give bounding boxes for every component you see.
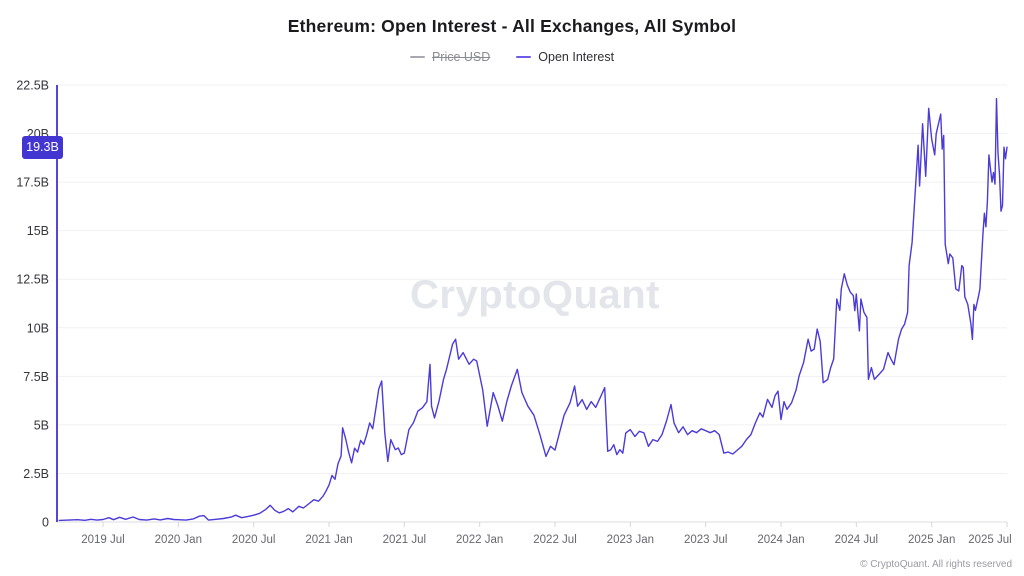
current-value-badge: 19.3B [22, 135, 63, 159]
x-tick-label: 2021 Jul [383, 534, 426, 546]
y-tick-label: 2.5B [23, 467, 49, 481]
x-tick-label: 2025 Jul [968, 534, 1011, 546]
legend-line-icon [409, 55, 425, 59]
x-tick-label: 2022 Jul [533, 534, 576, 546]
x-tick-label: 2025 Jan [908, 534, 955, 546]
legend-label: Open Interest [538, 50, 615, 64]
x-tick-label: 2019 Jul [81, 534, 124, 546]
x-tick-label: 2023 Jul [684, 534, 727, 546]
y-tick-label: 15B [27, 224, 49, 238]
y-tick-label: 0 [42, 516, 49, 530]
y-tick-label: 5B [34, 418, 49, 432]
legend-item-open-interest[interactable]: Open Interest [516, 50, 614, 64]
x-tick-label: 2020 Jul [232, 534, 275, 546]
x-tick-label: 2020 Jan [155, 534, 202, 546]
open-interest-line[interactable] [58, 97, 1008, 522]
y-tick-label: 10B [27, 321, 49, 335]
y-tick-label: 22.5B [16, 79, 49, 93]
y-tick-label: 7.5B [23, 370, 49, 384]
x-tick-label: 2024 Jan [757, 534, 804, 546]
chart-legend: Price USD Open Interest [0, 50, 1024, 64]
legend-line-icon [516, 55, 532, 59]
x-tick-label: 2022 Jan [456, 534, 503, 546]
legend-label: Price USD [431, 50, 491, 64]
copyright-notice: © CryptoQuant. All rights reserved [860, 559, 1012, 570]
x-tick-label: 2023 Jan [607, 534, 654, 546]
x-tick-label: 2024 Jul [835, 534, 878, 546]
y-tick-label: 12.5B [16, 273, 49, 287]
chart-title: Ethereum: Open Interest - All Exchanges,… [287, 16, 737, 36]
y-tick-label: 17.5B [16, 176, 49, 190]
legend-item-price-usd[interactable]: Price USD [409, 50, 491, 64]
x-tick-label: 2021 Jan [305, 534, 352, 546]
